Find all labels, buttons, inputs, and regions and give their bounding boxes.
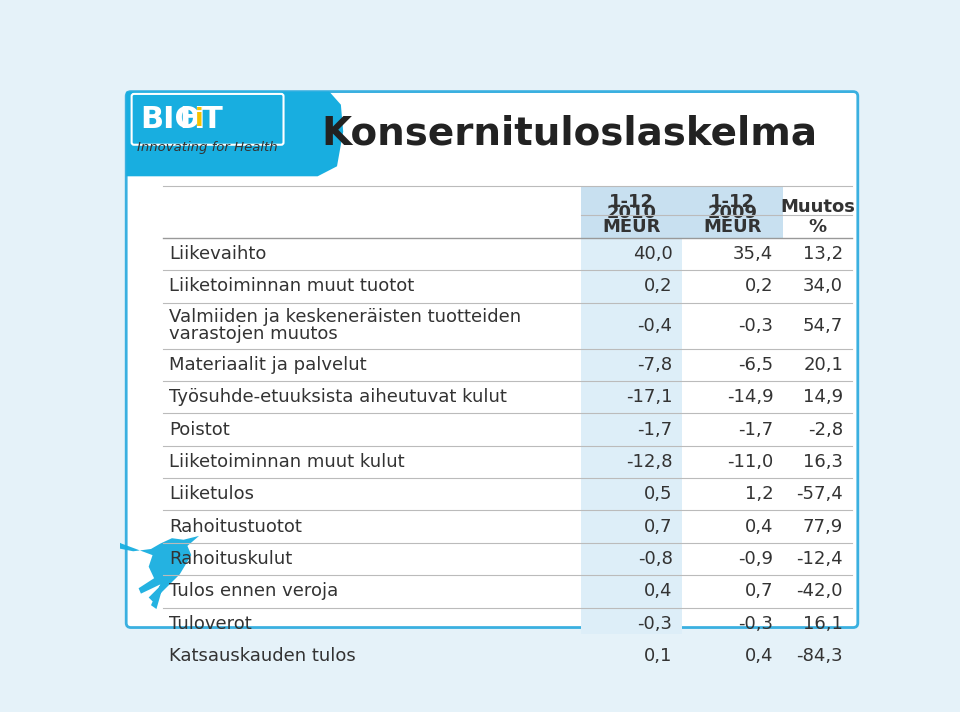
Text: Konsernituloslaskelma: Konsernituloslaskelma	[322, 114, 818, 152]
Text: -57,4: -57,4	[797, 486, 843, 503]
FancyBboxPatch shape	[126, 92, 858, 627]
Text: 20,1: 20,1	[804, 356, 843, 374]
Text: 1,2: 1,2	[745, 486, 774, 503]
Text: 77,9: 77,9	[803, 518, 843, 535]
Text: 1-12: 1-12	[709, 193, 755, 211]
Text: 2010: 2010	[607, 204, 657, 222]
Text: -0,3: -0,3	[738, 317, 774, 335]
Text: Katsauskauden tulos: Katsauskauden tulos	[169, 647, 355, 665]
Text: -0,4: -0,4	[637, 317, 673, 335]
Text: 34,0: 34,0	[804, 278, 843, 295]
Text: -42,0: -42,0	[797, 582, 843, 600]
Text: -0,8: -0,8	[637, 550, 673, 568]
Text: Työsuhde-etuuksista aiheutuvat kulut: Työsuhde-etuuksista aiheutuvat kulut	[169, 388, 507, 407]
Text: %: %	[808, 218, 827, 236]
Text: 0,5: 0,5	[644, 486, 673, 503]
Text: 40,0: 40,0	[633, 245, 673, 263]
Text: 54,7: 54,7	[803, 317, 843, 335]
Text: varastojen muutos: varastojen muutos	[169, 325, 338, 343]
Text: 0,4: 0,4	[745, 518, 774, 535]
Bar	[581, 640, 682, 672]
Text: Liiketoiminnan muut tuotot: Liiketoiminnan muut tuotot	[169, 278, 414, 295]
Text: -0,3: -0,3	[637, 614, 673, 633]
Text: -14,9: -14,9	[727, 388, 774, 407]
Text: -11,0: -11,0	[727, 453, 774, 471]
Text: 1-12: 1-12	[609, 193, 654, 211]
Text: 2009: 2009	[708, 204, 757, 222]
Text: -84,3: -84,3	[797, 647, 843, 665]
Text: 16,3: 16,3	[804, 453, 843, 471]
Text: Materiaalit ja palvelut: Materiaalit ja palvelut	[169, 356, 367, 374]
Text: 0,7: 0,7	[745, 582, 774, 600]
Text: Valmiiden ja keskeneräisten tuotteiden: Valmiiden ja keskeneräisten tuotteiden	[169, 308, 521, 326]
Polygon shape	[126, 92, 344, 177]
Bar	[581, 271, 682, 303]
Text: 0,7: 0,7	[644, 518, 673, 535]
Text: 13,2: 13,2	[803, 245, 843, 263]
Text: -17,1: -17,1	[626, 388, 673, 407]
Text: 16,1: 16,1	[804, 614, 843, 633]
Bar	[581, 543, 682, 575]
Text: -12,4: -12,4	[797, 550, 843, 568]
Text: Rahoitustuotot: Rahoitustuotot	[169, 518, 301, 535]
Text: -1,7: -1,7	[738, 421, 774, 439]
Text: -12,8: -12,8	[626, 453, 673, 471]
Bar	[581, 349, 682, 381]
Bar	[581, 446, 682, 478]
Text: T: T	[203, 105, 223, 134]
Text: -6,5: -6,5	[738, 356, 774, 374]
Bar	[581, 414, 682, 446]
Text: MEUR: MEUR	[703, 218, 761, 236]
Bar	[581, 238, 682, 271]
Text: Tulos ennen veroja: Tulos ennen veroja	[169, 582, 338, 600]
Text: MEUR: MEUR	[602, 218, 660, 236]
Bar	[581, 511, 682, 543]
Bar	[581, 186, 782, 238]
Text: 14,9: 14,9	[803, 388, 843, 407]
Text: Poistot: Poistot	[169, 421, 229, 439]
Text: Liiketulos: Liiketulos	[169, 486, 253, 503]
Bar	[581, 303, 682, 349]
Text: -0,3: -0,3	[738, 614, 774, 633]
Text: 0,4: 0,4	[745, 647, 774, 665]
Text: Tuloverot: Tuloverot	[169, 614, 252, 633]
Text: -2,8: -2,8	[808, 421, 843, 439]
Bar	[581, 575, 682, 607]
Text: -0,9: -0,9	[738, 550, 774, 568]
FancyBboxPatch shape	[132, 94, 283, 145]
Text: i: i	[194, 108, 203, 131]
Bar	[581, 381, 682, 414]
Text: Rahoituskulut: Rahoituskulut	[169, 550, 292, 568]
Text: Innovating for Health: Innovating for Health	[137, 140, 277, 154]
Text: Liiketoiminnan muut kulut: Liiketoiminnan muut kulut	[169, 453, 404, 471]
Text: Liikevaihto: Liikevaihto	[169, 245, 266, 263]
Text: -1,7: -1,7	[637, 421, 673, 439]
Text: 0,2: 0,2	[745, 278, 774, 295]
Bar	[581, 607, 682, 640]
Text: H: H	[179, 105, 204, 134]
Text: 0,2: 0,2	[644, 278, 673, 295]
Polygon shape	[106, 536, 199, 609]
Text: 0,4: 0,4	[644, 582, 673, 600]
Text: Muutos: Muutos	[780, 198, 855, 216]
Bar	[581, 478, 682, 511]
Text: 35,4: 35,4	[733, 245, 774, 263]
Text: BIO: BIO	[140, 105, 201, 134]
Text: 0,1: 0,1	[644, 647, 673, 665]
Text: -7,8: -7,8	[637, 356, 673, 374]
